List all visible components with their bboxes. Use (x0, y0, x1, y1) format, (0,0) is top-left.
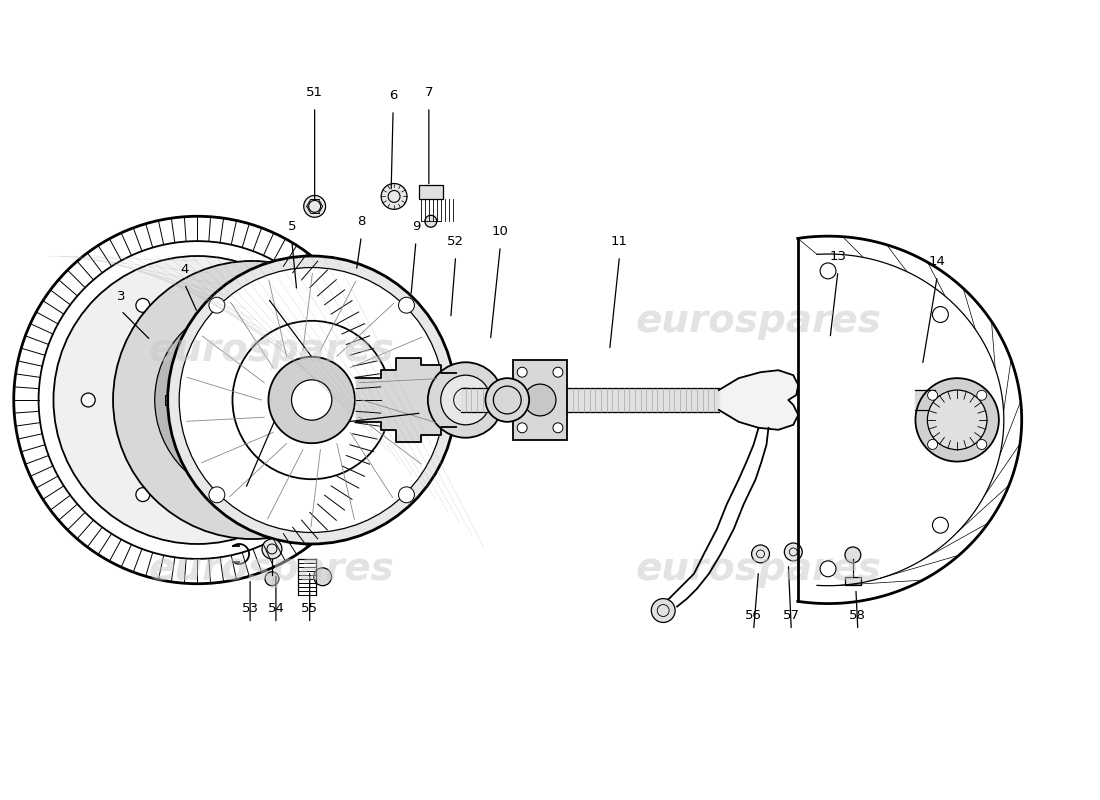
Circle shape (751, 545, 770, 563)
Text: 3: 3 (117, 290, 125, 302)
Circle shape (821, 561, 836, 577)
Text: 13: 13 (829, 250, 847, 263)
Circle shape (927, 390, 937, 400)
Circle shape (915, 378, 999, 462)
Text: 14: 14 (928, 255, 946, 268)
Circle shape (292, 380, 332, 420)
Circle shape (262, 539, 282, 559)
Text: 9: 9 (411, 220, 420, 233)
Text: 5: 5 (287, 220, 296, 233)
Circle shape (167, 256, 455, 544)
Circle shape (136, 488, 150, 502)
Circle shape (553, 367, 563, 377)
Circle shape (179, 267, 444, 533)
Text: eurospares: eurospares (636, 550, 881, 588)
Text: 56: 56 (745, 610, 762, 622)
Circle shape (651, 598, 675, 622)
Polygon shape (356, 358, 455, 442)
Text: 8: 8 (358, 215, 365, 228)
Circle shape (979, 412, 994, 428)
Bar (284, 322, 300, 341)
Text: 57: 57 (783, 610, 800, 622)
Circle shape (525, 384, 556, 416)
Text: eurospares: eurospares (150, 550, 395, 588)
Circle shape (187, 335, 317, 465)
Bar (323, 395, 340, 405)
Text: 52: 52 (448, 235, 464, 248)
Circle shape (167, 370, 228, 430)
Circle shape (304, 195, 326, 218)
Polygon shape (915, 390, 935, 410)
Text: 54: 54 (267, 602, 285, 615)
Circle shape (517, 423, 527, 433)
Text: 11: 11 (610, 235, 628, 248)
Circle shape (54, 256, 341, 544)
Circle shape (553, 423, 563, 433)
Circle shape (517, 367, 527, 377)
Text: 10: 10 (492, 225, 509, 238)
Bar (205, 459, 221, 478)
Circle shape (299, 393, 314, 407)
Polygon shape (718, 370, 799, 430)
Circle shape (143, 346, 252, 454)
Circle shape (485, 378, 529, 422)
Text: 6: 6 (389, 89, 397, 102)
Text: eurospares: eurospares (150, 331, 395, 370)
Circle shape (821, 263, 836, 279)
Circle shape (441, 375, 491, 425)
Bar (205, 322, 221, 341)
Circle shape (933, 306, 948, 322)
Circle shape (265, 572, 279, 586)
Text: 4: 4 (180, 263, 189, 276)
FancyBboxPatch shape (845, 577, 861, 585)
Circle shape (398, 298, 415, 313)
Circle shape (113, 261, 392, 539)
Circle shape (927, 439, 937, 450)
Text: 55: 55 (301, 602, 318, 615)
Circle shape (428, 362, 504, 438)
Circle shape (425, 215, 437, 227)
FancyBboxPatch shape (419, 186, 442, 199)
Text: 51: 51 (306, 86, 323, 99)
Text: 58: 58 (849, 610, 867, 622)
Circle shape (977, 390, 987, 400)
Circle shape (245, 488, 258, 502)
Circle shape (398, 487, 415, 502)
Circle shape (933, 518, 948, 533)
Bar (165, 395, 180, 405)
Circle shape (927, 390, 987, 450)
Polygon shape (461, 388, 718, 412)
Circle shape (977, 439, 987, 450)
Circle shape (202, 350, 301, 450)
FancyBboxPatch shape (513, 360, 568, 440)
Circle shape (155, 302, 350, 498)
Circle shape (245, 298, 258, 312)
Circle shape (314, 568, 331, 586)
Circle shape (209, 487, 224, 502)
Text: 7: 7 (425, 86, 433, 99)
Circle shape (845, 547, 861, 563)
Circle shape (209, 298, 224, 313)
Circle shape (268, 357, 355, 443)
Text: 53: 53 (242, 602, 258, 615)
Bar (284, 459, 300, 478)
Circle shape (81, 393, 96, 407)
Text: eurospares: eurospares (636, 302, 881, 339)
Circle shape (136, 298, 150, 312)
Circle shape (784, 543, 802, 561)
Circle shape (382, 183, 407, 210)
